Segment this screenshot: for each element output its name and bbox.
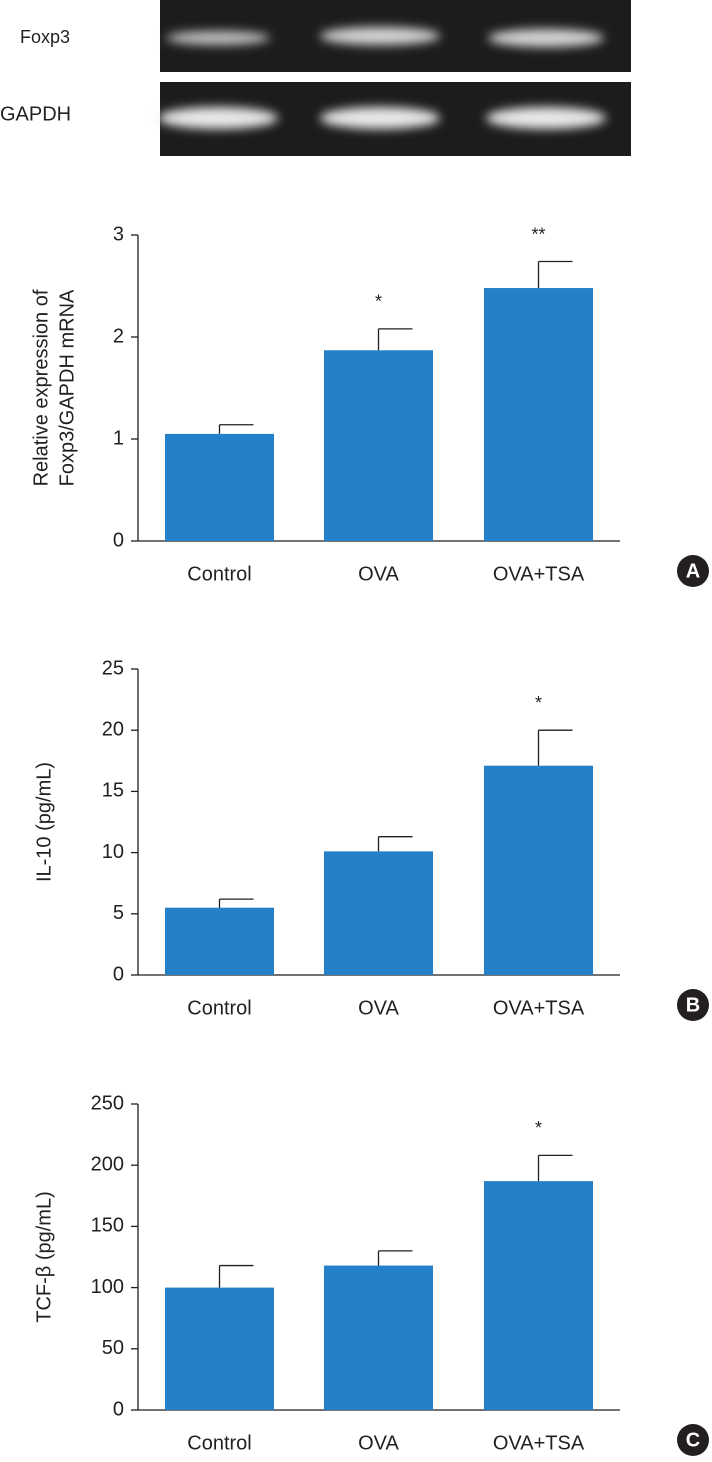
bar (324, 350, 433, 541)
y-axis-label: Foxp3/GAPDH mRNA (56, 289, 78, 486)
error-bar (537, 729, 573, 766)
y-tick-label: 0 (113, 529, 124, 551)
gel-band (320, 107, 440, 129)
gel-band (166, 31, 270, 45)
y-tick-label: 3 (113, 223, 124, 245)
x-tick-label: OVA (358, 1432, 399, 1454)
bar (484, 765, 593, 975)
x-tick-label: OVA+TSA (493, 997, 585, 1019)
error-bar (218, 1264, 254, 1288)
error-bar (537, 1154, 573, 1182)
panel-label: B (686, 994, 700, 1016)
x-tick-label: OVA (358, 997, 399, 1019)
bar (165, 1287, 274, 1410)
significance-marker: ** (531, 224, 545, 244)
gel-band (158, 107, 278, 129)
y-tick-label: 0 (113, 963, 124, 985)
gel-image (158, 0, 631, 156)
bar (165, 433, 274, 541)
gel-band (488, 29, 604, 47)
gel-label: Foxp3 (20, 27, 70, 47)
y-tick-label: 50 (102, 1337, 124, 1359)
y-tick-label: 15 (102, 780, 124, 802)
error-bar (218, 424, 254, 434)
y-tick-label: 1 (113, 427, 124, 449)
x-tick-label: Control (187, 997, 251, 1019)
y-tick-label: 5 (113, 902, 124, 924)
bar (484, 288, 593, 541)
panel-badge (677, 555, 709, 587)
gel-label: GAPDH (0, 103, 71, 125)
bar (165, 907, 274, 975)
y-axis-label: IL-10 (pg/mL) (33, 762, 55, 882)
y-tick-label: 0 (113, 1398, 124, 1420)
panel-badge (677, 1424, 709, 1456)
panel-label: C (686, 1429, 700, 1451)
gel-band (320, 27, 440, 45)
y-tick-label: 250 (91, 1092, 124, 1114)
x-tick-label: OVA (358, 563, 399, 585)
gel-band (486, 107, 606, 129)
panel-label: A (686, 560, 700, 582)
panel-badge (677, 989, 709, 1021)
bar (484, 1181, 593, 1410)
y-tick-label: 150 (91, 1215, 124, 1237)
error-bar (537, 260, 573, 289)
y-tick-label: 10 (102, 841, 124, 863)
error-bar (377, 1250, 413, 1266)
error-bar (377, 328, 413, 351)
y-axis-label: Relative expression of (30, 289, 52, 486)
error-bar (218, 898, 254, 908)
y-axis-label: TCF-β (pg/mL) (33, 1191, 55, 1323)
y-tick-label: 100 (91, 1276, 124, 1298)
y-tick-label: 25 (102, 657, 124, 679)
bar (324, 851, 433, 975)
significance-marker: * (535, 693, 542, 713)
x-tick-label: Control (187, 563, 251, 585)
x-tick-label: OVA+TSA (493, 563, 585, 585)
y-tick-label: 200 (91, 1153, 124, 1175)
y-tick-label: 20 (102, 718, 124, 740)
bar (324, 1265, 433, 1410)
x-tick-label: Control (187, 1432, 251, 1454)
y-tick-label: 2 (113, 325, 124, 347)
significance-marker: * (375, 292, 382, 312)
error-bar (377, 836, 413, 852)
significance-marker: * (535, 1118, 542, 1138)
x-tick-label: OVA+TSA (493, 1432, 585, 1454)
